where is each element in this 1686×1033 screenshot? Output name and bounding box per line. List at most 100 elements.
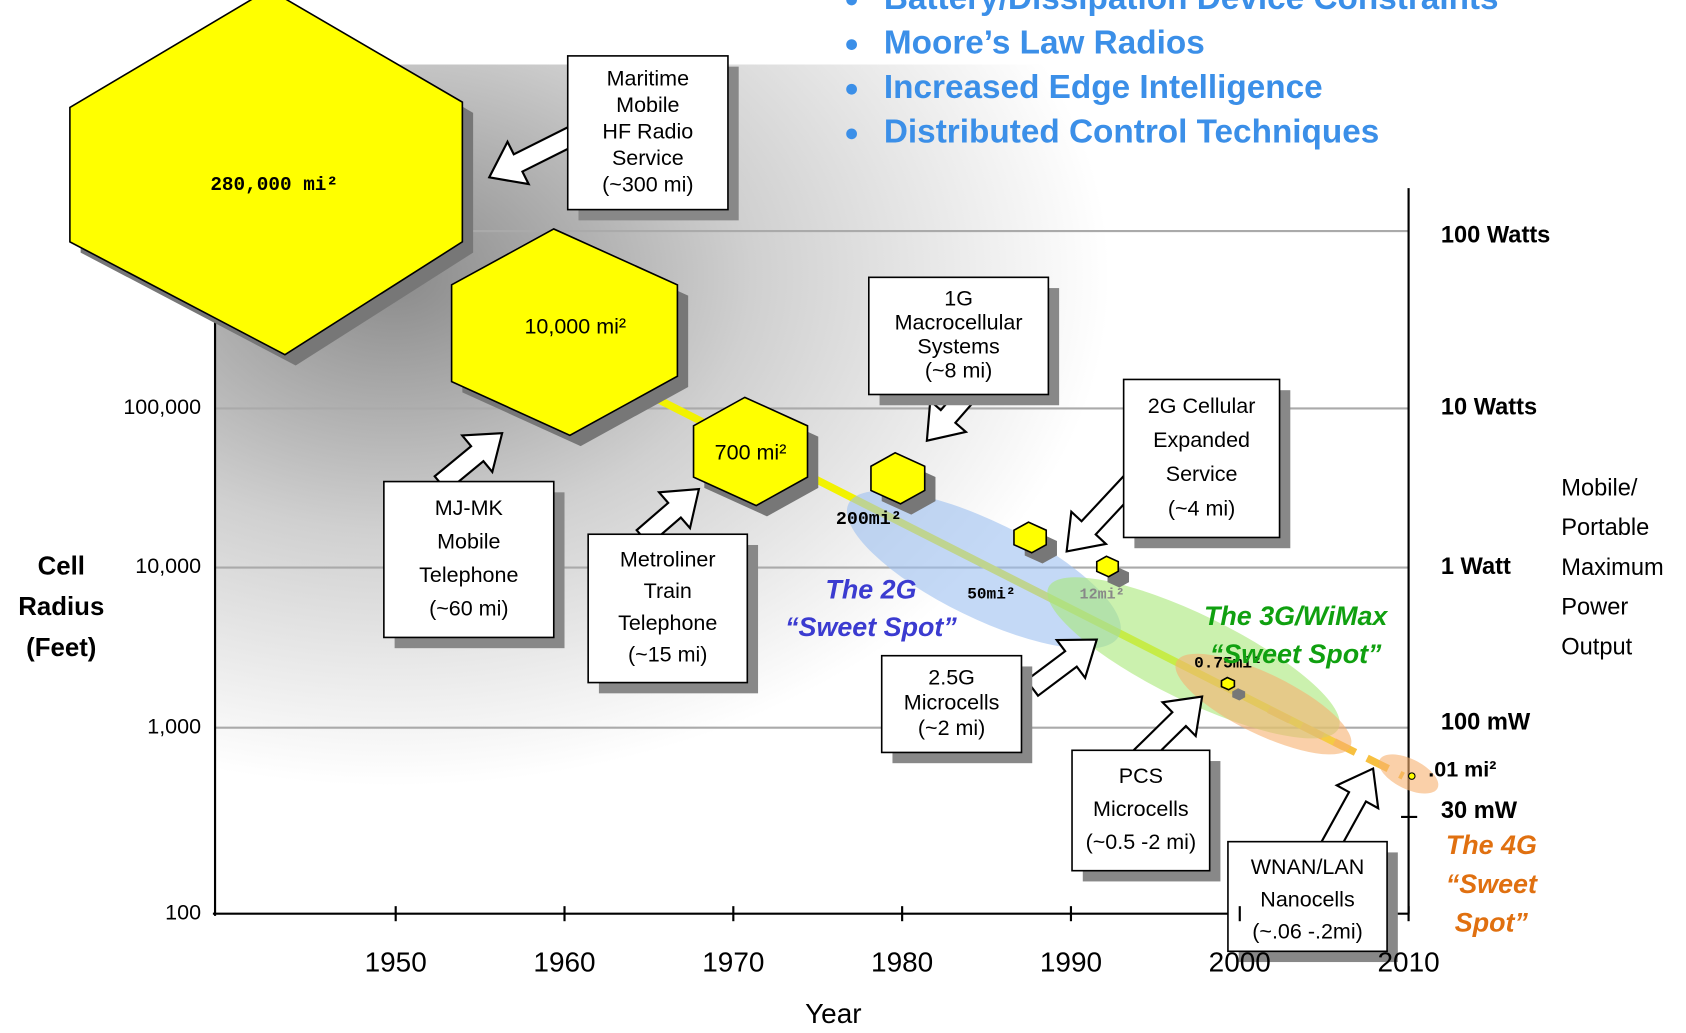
- label: The 4G: [1446, 830, 1537, 860]
- label: Maritime: [607, 67, 689, 91]
- label: 1G: [944, 287, 973, 311]
- label: MJ-MK: [435, 496, 504, 520]
- label: 200mi²: [836, 510, 902, 530]
- label: 1960: [533, 947, 595, 978]
- label: (~.06 -.2mi): [1252, 920, 1363, 944]
- label: 100 mW: [1441, 710, 1531, 736]
- callout-box: [880, 654, 1023, 754]
- hexagon: [692, 396, 809, 507]
- label: Train: [644, 579, 692, 603]
- label: 2000: [1209, 947, 1271, 978]
- label: Metroliner: [620, 548, 716, 572]
- hexagon: [450, 228, 679, 437]
- label: Cell: [38, 552, 85, 580]
- hexagon: [1220, 676, 1236, 691]
- label: .01 mi²: [1428, 757, 1496, 781]
- label: Microcells: [1093, 797, 1189, 821]
- hexagon: [1408, 772, 1416, 780]
- bullet: [846, 39, 857, 50]
- label: 1970: [702, 947, 764, 978]
- label: 0.75mi²: [1194, 654, 1262, 672]
- label: 30 mW: [1441, 798, 1518, 824]
- label: HF Radio: [602, 119, 693, 143]
- label: PCS: [1119, 764, 1163, 788]
- label: WNAN/LAN: [1251, 855, 1365, 879]
- label: Nanocells: [1260, 887, 1354, 911]
- arrow: [433, 432, 504, 493]
- label: 1 Watt: [1441, 554, 1511, 580]
- label: Systems: [917, 335, 999, 359]
- sweet-spot-area: [1175, 653, 1352, 755]
- label: (~60 mi): [429, 597, 508, 621]
- label: Telephone: [419, 563, 518, 587]
- label: (~2 mi): [918, 716, 986, 740]
- callout-box: [383, 480, 555, 639]
- label: Spot”: [1455, 908, 1529, 938]
- label: Macrocellular: [895, 311, 1023, 335]
- label: 280,000 mi²: [210, 174, 338, 196]
- label: (Feet): [26, 634, 96, 662]
- callout-box: [566, 55, 729, 211]
- label: 10 Watts: [1441, 395, 1537, 421]
- label: 2G Cellular: [1148, 394, 1256, 418]
- label: Increased Edge Intelligence: [884, 69, 1323, 106]
- label: Maximum: [1561, 555, 1663, 581]
- label: The 2G: [825, 574, 916, 604]
- arrow: [1131, 695, 1204, 767]
- label: (~0.5 -2 mi): [1086, 830, 1197, 854]
- sweet-spot-area: [1378, 754, 1439, 794]
- callout-box: [1071, 749, 1211, 872]
- label: Service: [612, 146, 684, 170]
- label: 2.5G: [928, 666, 975, 690]
- bullet: [846, 128, 857, 140]
- label: 12mi²: [1080, 585, 1125, 603]
- label: (~4 mi): [1168, 496, 1236, 520]
- label: Year: [805, 998, 861, 1029]
- label: Power: [1561, 595, 1628, 621]
- bullet: [846, 0, 857, 6]
- label: 100: [165, 900, 201, 924]
- label: 1950: [365, 947, 427, 978]
- arrow: [635, 487, 701, 547]
- label: Telephone: [618, 611, 717, 635]
- label: 100 Watts: [1441, 223, 1551, 249]
- hexagon: [870, 451, 926, 505]
- hex-shadow: [1232, 688, 1246, 701]
- label: 10,000 mi²: [524, 315, 626, 339]
- callout-box: [587, 533, 749, 684]
- callout-box: [1122, 378, 1281, 539]
- label: Distributed Control Techniques: [884, 114, 1379, 151]
- label: 1980: [871, 947, 933, 978]
- label: 1990: [1040, 947, 1102, 978]
- label: Microcells: [904, 691, 1000, 715]
- label: (~300 mi): [602, 172, 693, 196]
- label: “Sweet Spot”: [1210, 639, 1382, 669]
- label: Battery/Dissipation Device Constraints: [884, 0, 1499, 17]
- label: Mobile: [437, 529, 500, 553]
- label: “Sweet Spot”: [785, 612, 957, 642]
- label: Mobile: [616, 93, 679, 117]
- label: “Sweet: [1446, 869, 1538, 899]
- arrow: [1024, 638, 1099, 698]
- label: Mobile/: [1561, 475, 1638, 501]
- label: Expanded: [1153, 428, 1250, 452]
- label: 1,000: [147, 714, 201, 738]
- label: Service: [1166, 462, 1238, 486]
- label: The 3G/WiMax: [1204, 601, 1388, 631]
- label: (~15 mi): [628, 643, 707, 667]
- callout-box: [867, 276, 1050, 396]
- label: Output: [1561, 634, 1632, 660]
- hexagon: [1013, 521, 1048, 554]
- label: Portable: [1561, 515, 1649, 541]
- label: Moore’s Law Radios: [884, 24, 1205, 61]
- label: 50mi²: [967, 586, 1015, 604]
- callout-box: [1227, 840, 1388, 953]
- label: 2010: [1378, 947, 1440, 978]
- label: 10,000: [135, 554, 201, 578]
- hexagon: [1095, 555, 1120, 578]
- label: (~8 mi): [925, 358, 993, 382]
- label: Radius: [18, 593, 104, 621]
- label: 700 mi²: [715, 440, 787, 464]
- sweet-spot-area: [846, 490, 1121, 649]
